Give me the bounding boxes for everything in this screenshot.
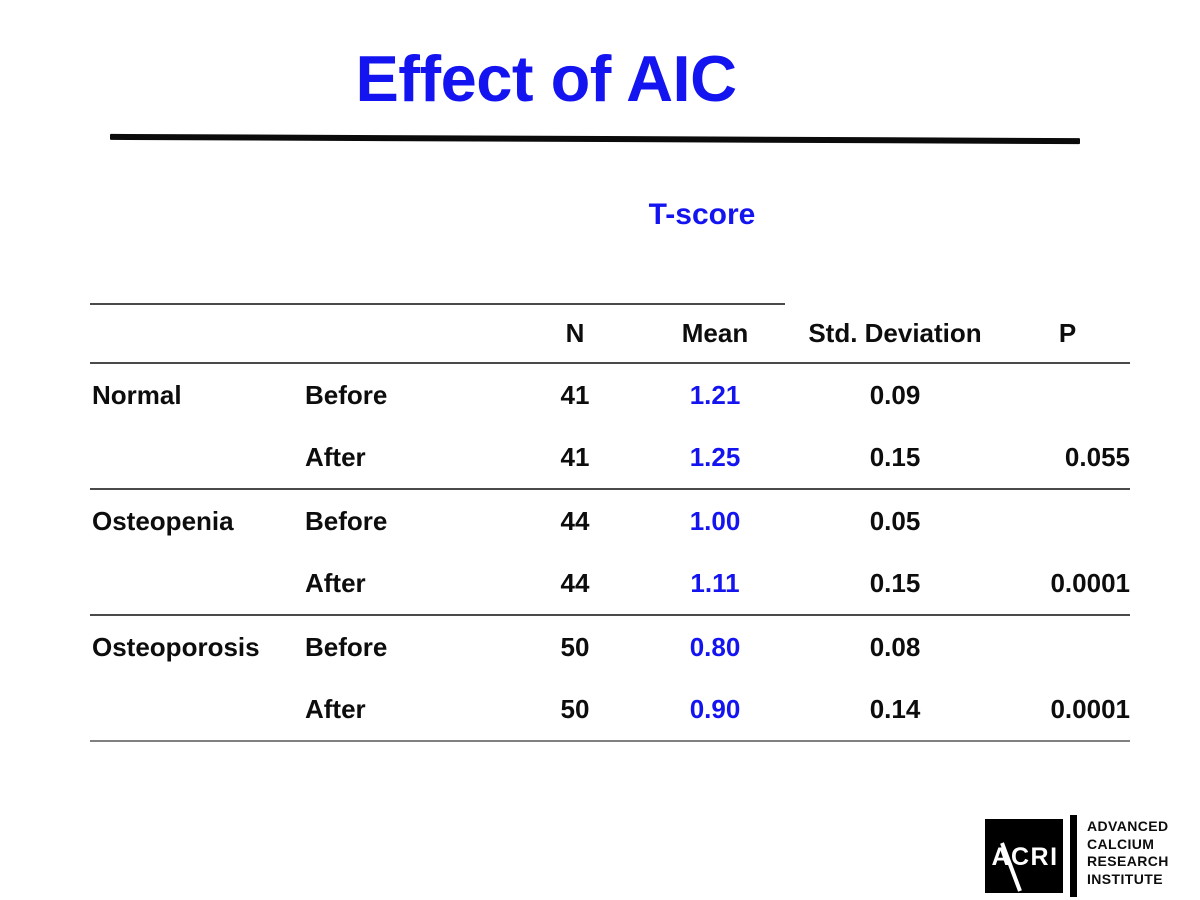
logo-name-line: RESEARCH: [1087, 853, 1169, 869]
logo-square: [985, 819, 1063, 893]
cell-p: 0.0001: [1005, 678, 1130, 742]
cell-mean: 0.90: [645, 678, 785, 742]
table-title: T-score: [648, 198, 756, 231]
acri-logo-mark: ACRI: [985, 819, 1063, 893]
cell-p: [1005, 615, 1130, 678]
cell-n: 50: [505, 678, 645, 742]
cell-n: 44: [560, 505, 590, 536]
logo-name-line: CALCIUM: [1087, 835, 1155, 852]
cell-group: [90, 426, 290, 490]
logo-institute-name: ADVANCED CALCIUM RESEARCH INSTITUTE: [1087, 818, 1169, 888]
cell-phase: After: [290, 552, 505, 616]
cell-n: 41: [560, 379, 590, 410]
table-row-normal-before: Normal Before 41 1.21 0.09: [90, 363, 1130, 426]
cell-std: 0.05: [869, 505, 921, 536]
header-n: N: [505, 303, 645, 364]
cell-p: [1005, 489, 1130, 552]
table-row-normal-after: After 41 1.25 0.15 0.055: [90, 426, 1130, 490]
cell-n: 41: [505, 426, 645, 490]
table-row-osteopenia-before: Osteopenia Before 44 1.00 0.05: [90, 489, 1130, 552]
table-row-osteoporosis-before: Osteoporosis Before 50 0.80 0.08: [90, 615, 1130, 678]
cell-mean: 1.11: [645, 552, 785, 616]
header-p: P: [1005, 304, 1130, 364]
cell-group: [90, 678, 290, 742]
header-std-deviation: Std. Deviation: [785, 304, 1005, 364]
cell-phase: After: [290, 678, 505, 742]
logo-divider: [1070, 815, 1077, 897]
cell-std: 0.09: [869, 379, 921, 410]
cell-mean: 1.00: [689, 505, 741, 536]
cell-std: 0.15: [785, 426, 1005, 490]
cell-phase: Before: [305, 505, 388, 536]
cell-group: [90, 552, 290, 616]
table-header-row: N Mean Std. Deviation P: [90, 303, 1130, 364]
cell-n: 44: [505, 552, 645, 616]
cell-mean: 1.21: [689, 379, 741, 410]
tscore-table: N Mean Std. Deviation P Normal Before 41…: [90, 303, 1130, 742]
cell-group: Normal: [92, 379, 182, 410]
header-phase: [290, 303, 505, 364]
cell-group: Osteopenia: [92, 505, 234, 536]
header-mean: Mean: [645, 303, 785, 364]
title-underline: [109, 133, 1081, 145]
acri-logo: ACRI ADVANCED CALCIUM RESEARCH INSTITUTE: [985, 815, 1185, 900]
cell-group: Osteoporosis: [92, 631, 260, 662]
cell-p: [1005, 363, 1130, 426]
page-title: Effect of AIC: [355, 42, 737, 115]
cell-phase: Before: [305, 631, 388, 662]
header-group: [90, 303, 290, 364]
cell-std: 0.08: [869, 631, 921, 662]
logo-name-line: INSTITUTE: [1087, 870, 1163, 887]
cell-phase: After: [290, 426, 505, 490]
cell-std: 0.14: [785, 678, 1005, 742]
cell-mean: 0.80: [689, 631, 741, 662]
cell-std: 0.15: [785, 552, 1005, 616]
cell-phase: Before: [305, 379, 388, 410]
logo-diagonal-line: [1000, 842, 1022, 892]
table-row-osteopenia-after: After 44 1.11 0.15 0.0001: [90, 552, 1130, 616]
logo-name-line: ADVANCED: [1087, 818, 1169, 834]
cell-p: 0.0001: [1005, 552, 1130, 616]
cell-mean: 1.25: [645, 426, 785, 490]
cell-n: 50: [560, 631, 590, 662]
table-row-osteoporosis-after: After 50 0.90 0.14 0.0001: [90, 678, 1130, 742]
cell-p: 0.055: [1005, 426, 1130, 490]
